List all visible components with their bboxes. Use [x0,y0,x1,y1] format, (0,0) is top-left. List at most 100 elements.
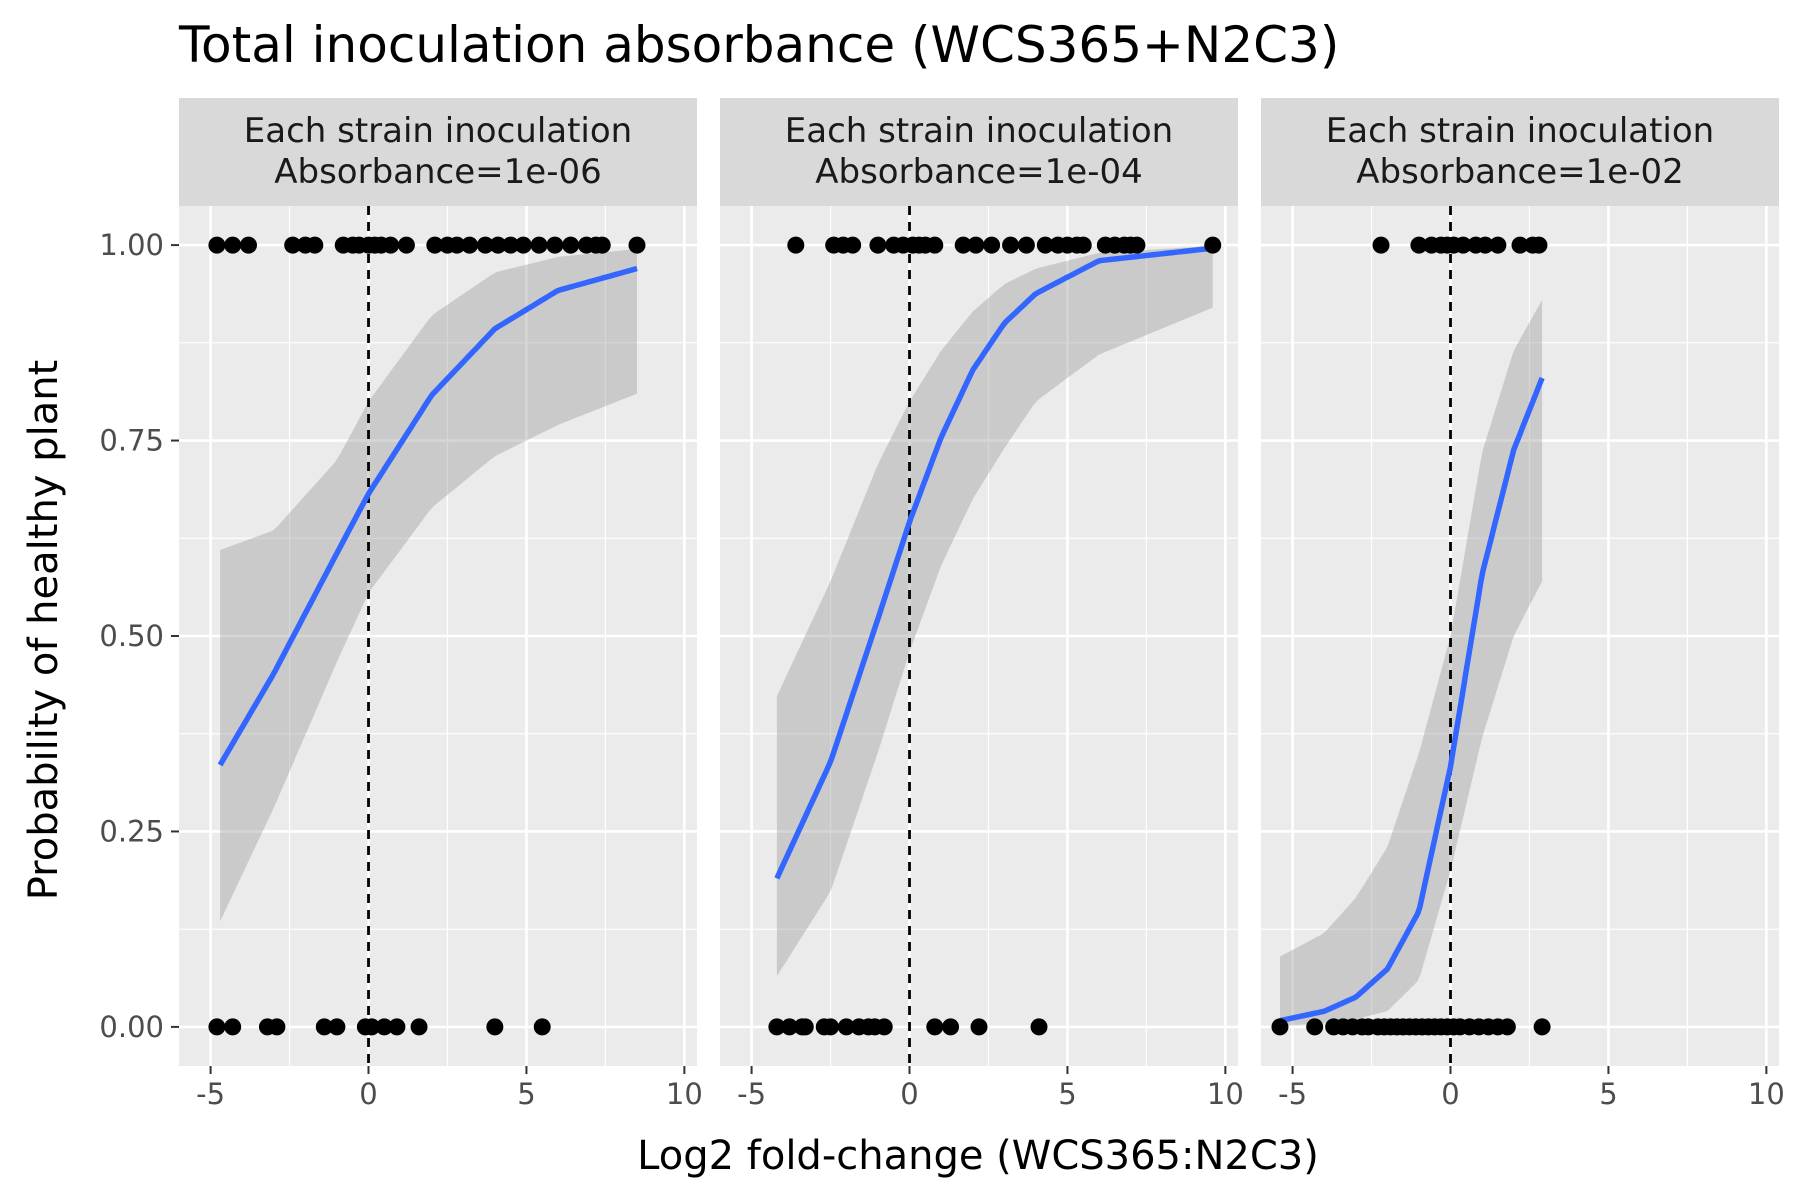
data-point-healthy [1017,236,1035,254]
x-tick-label: 10 [1207,1077,1244,1111]
fit-line [217,265,638,767]
data-point-healthy [869,236,887,254]
data-point-unhealthy [942,1018,960,1036]
panel-plot-area: -5 0 5 10 [179,206,703,1111]
strip-label-line1: Each strain inoculation [785,111,1173,151]
x-tick-label: 0 [359,1077,377,1111]
data-point-healthy [1410,236,1428,254]
x-tick-label: 10 [1748,1077,1785,1111]
strip-background [720,98,1238,206]
data-point-healthy [1454,236,1472,254]
strip-label-line1: Each strain inoculation [1326,111,1714,151]
x-tick-label: 5 [517,1077,535,1111]
strip-label-line2: Absorbance=1e-02 [1356,152,1683,192]
data-point-healthy [530,236,548,254]
fit-line [774,245,1214,880]
data-point-healthy [476,236,494,254]
data-point-unhealthy [822,1018,840,1036]
data-point-unhealthy [1533,1018,1551,1036]
data-point-healthy [787,236,805,254]
data-point-healthy [1511,236,1529,254]
data-point-healthy [983,236,1001,254]
data-point-unhealthy [328,1018,346,1036]
strip-background [1261,98,1779,206]
strip-background [179,98,697,206]
data-point-healthy [461,236,479,254]
x-tick-label: 5 [1599,1077,1617,1111]
data-point-healthy [1128,236,1146,254]
x-tick-label: 10 [666,1077,703,1111]
data-point-healthy [926,236,944,254]
data-point-healthy [1489,236,1507,254]
data-point-healthy [382,236,400,254]
data-point-unhealthy [208,1018,226,1036]
confidence-ribbon [220,249,637,922]
data-point-healthy [954,236,972,254]
data-point-healthy [306,236,324,254]
data-point-unhealthy [780,1018,798,1036]
chart-title: Total inoculation absorbance (WCS365+N2C… [178,16,1339,74]
data-point-unhealthy [410,1018,428,1036]
data-point-healthy [284,236,302,254]
y-axis: 0.00 0.25 0.50 0.75 1.00 [99,228,179,1044]
data-point-unhealthy [388,1018,406,1036]
confidence-ribbon [776,245,1213,977]
data-point-healthy [1204,236,1222,254]
data-point-unhealthy [970,1018,988,1036]
data-point-healthy [593,236,611,254]
y-tick-label: 0.75 [99,424,164,458]
confidence-ribbon [1280,299,1543,1027]
x-tick-label: -5 [196,1077,225,1111]
data-point-unhealthy [1306,1018,1324,1036]
data-point-unhealthy [486,1018,504,1036]
facet-panel-1: Each strain inoculation Absorbance=1e-06… [179,98,703,1111]
data-point-healthy [546,236,564,254]
data-point-healthy [224,236,242,254]
data-point-unhealthy [363,1018,381,1036]
data-point-unhealthy [926,1018,944,1036]
x-tick-label: 0 [900,1077,918,1111]
data-point-healthy [967,236,985,254]
y-axis-title: Probability of healthy plant [21,360,67,901]
data-point-healthy [448,236,466,254]
facet-panel-3: Each strain inoculation Absorbance=1e-02… [1261,98,1785,1111]
data-point-unhealthy [533,1018,551,1036]
data-point-healthy [239,236,257,254]
data-point-unhealthy [224,1018,242,1036]
data-point-healthy [1036,236,1054,254]
data-point-healthy [1074,236,1092,254]
data-point-healthy [426,236,444,254]
y-tick-label: 0.00 [99,1010,164,1044]
data-point-healthy [502,236,520,254]
data-point-unhealthy [768,1018,786,1036]
panel-plot-area: -5 0 5 10 [720,206,1244,1111]
data-point-healthy [1372,236,1390,254]
strip-label-line2: Absorbance=1e-04 [815,152,1142,192]
data-point-healthy [489,236,507,254]
x-axis-title: Log2 fold-change (WCS365:N2C3) [637,1133,1319,1179]
strip-label-line2: Absorbance=1e-06 [274,152,601,192]
data-point-unhealthy [268,1018,286,1036]
facet-panel-2: Each strain inoculation Absorbance=1e-04… [720,98,1244,1111]
data-point-unhealthy [837,1018,855,1036]
fit-line [1279,376,1545,1024]
x-tick-label: 5 [1058,1077,1076,1111]
x-tick-label: -5 [737,1077,766,1111]
data-point-healthy [397,236,415,254]
y-tick-label: 0.25 [99,814,164,848]
data-point-healthy [514,236,532,254]
strip-label-line1: Each strain inoculation [244,111,632,151]
data-point-unhealthy [375,1018,393,1036]
data-point-unhealthy [1030,1018,1048,1036]
data-point-healthy [1476,236,1494,254]
panel-plot-area: -5 0 5 10 [1261,206,1785,1111]
data-point-healthy [628,236,646,254]
data-point-unhealthy [796,1018,814,1036]
data-point-healthy [1002,236,1020,254]
data-point-healthy [208,236,226,254]
y-tick-label: 0.50 [99,619,164,653]
x-tick-label: 0 [1441,1077,1459,1111]
data-point-unhealthy [315,1018,333,1036]
data-point-healthy [844,236,862,254]
